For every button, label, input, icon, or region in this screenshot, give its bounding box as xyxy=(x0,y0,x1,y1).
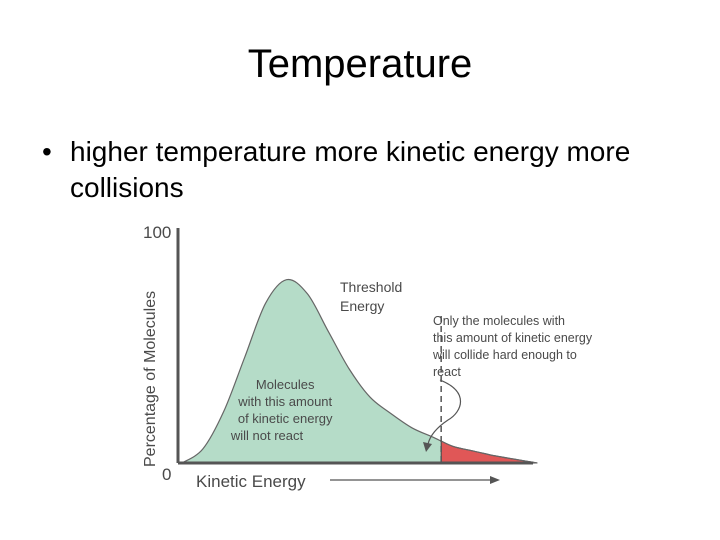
no-react-line-4: will not react xyxy=(230,428,304,443)
x-axis-label: Kinetic Energy xyxy=(196,472,306,491)
no-react-line-3: of kinetic energy xyxy=(238,411,333,426)
react-annotation-line-3: will collide hard enough to xyxy=(432,348,577,362)
threshold-label-line-2: Energy xyxy=(340,298,384,314)
area-below-threshold xyxy=(182,279,442,463)
bullet-item: • higher temperature more kinetic energy … xyxy=(42,134,720,206)
react-annotation-line-1: Only the molecules with xyxy=(433,314,565,328)
slide-title: Temperature xyxy=(247,42,473,86)
bullet-marker: • xyxy=(42,136,52,167)
bullet-text: higher temperature more kinetic energy m… xyxy=(70,136,631,203)
area-above-threshold xyxy=(440,440,538,464)
no-react-line-2: with this amount xyxy=(237,394,332,409)
no-react-line-1: Molecules xyxy=(256,377,315,392)
annotation-arrow xyxy=(427,379,461,445)
threshold-label: Threshold Energy xyxy=(340,279,406,314)
no-react-annotation: Molecules with this amount of kinetic en… xyxy=(230,377,336,443)
y-tick-100: 100 xyxy=(143,223,171,242)
react-annotation-line-2: this amount of kinetic energy xyxy=(433,331,593,345)
y-axis-label: Percentage of Molecules xyxy=(142,291,159,467)
threshold-label-line-1: Threshold xyxy=(340,279,402,295)
distribution-curve xyxy=(181,278,538,464)
y-tick-0: 0 xyxy=(162,465,171,484)
react-annotation-line-4: react xyxy=(433,365,461,379)
annotation-arrow-head xyxy=(423,442,432,452)
react-annotation: Only the molecules with this amount of k… xyxy=(432,314,596,379)
x-axis-arrow-head xyxy=(490,476,500,484)
